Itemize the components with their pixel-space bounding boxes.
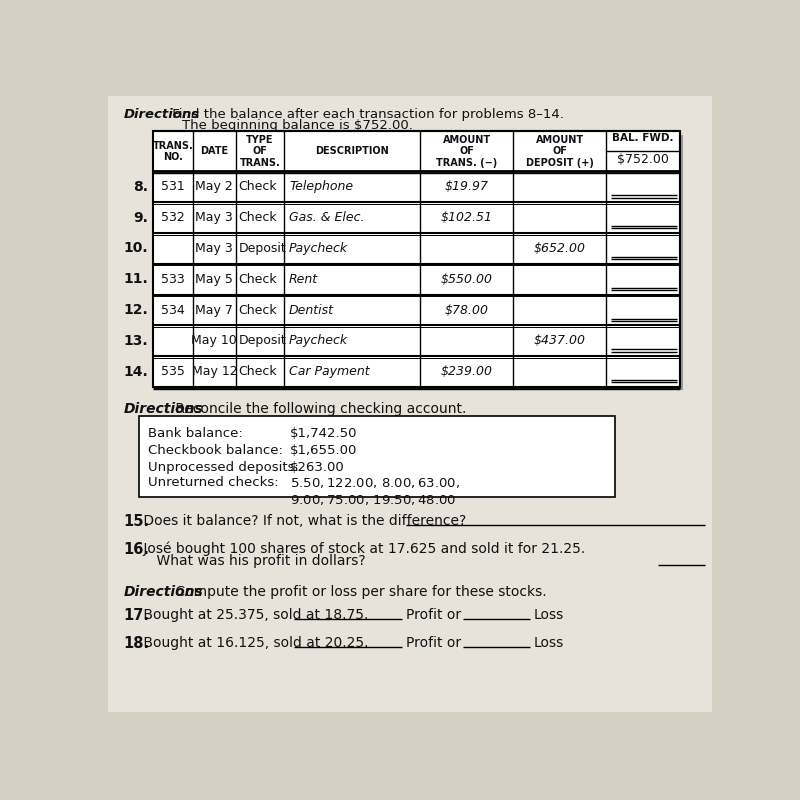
Text: Loss: Loss [534,608,564,622]
Text: TRANS.
NO.: TRANS. NO. [153,141,194,162]
Text: 15.: 15. [123,514,150,529]
Bar [156,134,682,390]
Text: $1,655.00: $1,655.00 [290,444,358,457]
Text: $239.00: $239.00 [441,365,493,378]
Text: TYPE
OF
TRANS.: TYPE OF TRANS. [240,135,281,168]
Text: Profit or: Profit or [406,636,462,650]
Text: May 5: May 5 [195,273,234,286]
Text: 535: 535 [161,365,185,378]
Text: José bought 100 shares of stock at 17.625 and sold it for 21.25.: José bought 100 shares of stock at 17.62… [138,542,585,556]
Text: Bank balance:: Bank balance: [148,427,243,440]
Text: Rent: Rent [289,273,318,286]
Text: Loss: Loss [534,636,564,650]
Text: Check: Check [238,303,278,317]
Text: Profit or: Profit or [406,608,462,622]
Text: Dentist: Dentist [289,303,334,317]
Text: Bought at 25.375, sold at 18.75.: Bought at 25.375, sold at 18.75. [138,608,368,622]
Text: 533: 533 [161,273,185,286]
Text: Unprocessed deposits:: Unprocessed deposits: [148,461,299,474]
Text: Check: Check [238,273,278,286]
Text: DESCRIPTION: DESCRIPTION [315,146,389,157]
Text: 17.: 17. [123,608,150,623]
Text: $550.00: $550.00 [441,273,493,286]
Text: Reconcile the following checking account.: Reconcile the following checking account… [171,402,466,417]
Text: 534: 534 [161,303,185,317]
Text: 12.: 12. [123,303,148,317]
Text: BAL. FWD.: BAL. FWD. [612,133,674,143]
Text: May 10: May 10 [191,334,237,347]
Text: 14.: 14. [123,365,148,378]
Text: 13.: 13. [123,334,148,348]
Text: 18.: 18. [123,636,150,650]
Text: Bought at 16.125, sold at 20.25.: Bought at 16.125, sold at 20.25. [138,636,368,650]
Text: Paycheck: Paycheck [289,334,348,347]
Text: May 3: May 3 [195,211,233,224]
Text: $752.00: $752.00 [617,153,669,166]
Bar [138,416,615,497]
Text: Does it balance? If not, what is the difference?: Does it balance? If not, what is the dif… [138,514,466,528]
Text: Deposit: Deposit [238,242,286,255]
Text: $78.00: $78.00 [445,303,489,317]
Text: AMOUNT
OF
TRANS. (−): AMOUNT OF TRANS. (−) [436,135,498,168]
Text: The beginning balance is $752.00.: The beginning balance is $752.00. [182,119,413,132]
Text: 10.: 10. [123,242,148,255]
Text: 9.: 9. [133,210,148,225]
Text: Car Payment: Car Payment [289,365,370,378]
Text: Checkbook balance:: Checkbook balance: [148,444,283,457]
Text: $1,742.50: $1,742.50 [290,427,358,440]
Text: Paycheck: Paycheck [289,242,348,255]
Text: $102.51: $102.51 [441,211,493,224]
Text: May 12: May 12 [191,365,237,378]
Text: Check: Check [238,211,278,224]
Text: 532: 532 [161,211,185,224]
Text: 531: 531 [161,180,185,194]
Text: Directions: Directions [123,585,203,599]
Text: Deposit: Deposit [238,334,286,347]
Text: Find the balance after each transaction for problems 8–14.: Find the balance after each transaction … [168,108,564,122]
Text: $437.00: $437.00 [534,334,586,347]
Text: Unreturned checks:: Unreturned checks: [148,476,278,490]
Text: DATE: DATE [200,146,228,157]
Text: Directions: Directions [123,402,203,417]
Text: $263.00: $263.00 [290,461,345,474]
Bar [153,131,680,387]
Text: Compute the profit or loss per share for these stocks.: Compute the profit or loss per share for… [171,585,547,599]
Text: May 2: May 2 [195,180,233,194]
Text: May 7: May 7 [195,303,234,317]
Text: AMOUNT
OF
DEPOSIT (+): AMOUNT OF DEPOSIT (+) [526,135,594,168]
Text: $5.50, $122.00, $8.00, $63.00,
$9.00, $75.00, $19.50, $48.00: $5.50, $122.00, $8.00, $63.00, $9.00, $7… [290,476,460,506]
Text: 11.: 11. [123,272,148,286]
Text: $19.97: $19.97 [445,180,489,194]
Text: $652.00: $652.00 [534,242,586,255]
Text: May 3: May 3 [195,242,233,255]
Text: Directions: Directions [123,108,199,122]
Text: Gas. & Elec.: Gas. & Elec. [289,211,365,224]
Text: Check: Check [238,180,278,194]
Text: 16.: 16. [123,542,150,557]
Text: 8.: 8. [133,180,148,194]
Text: Check: Check [238,365,278,378]
Text: Telephone: Telephone [289,180,354,194]
Text: What was his profit in dollars?: What was his profit in dollars? [138,554,366,568]
